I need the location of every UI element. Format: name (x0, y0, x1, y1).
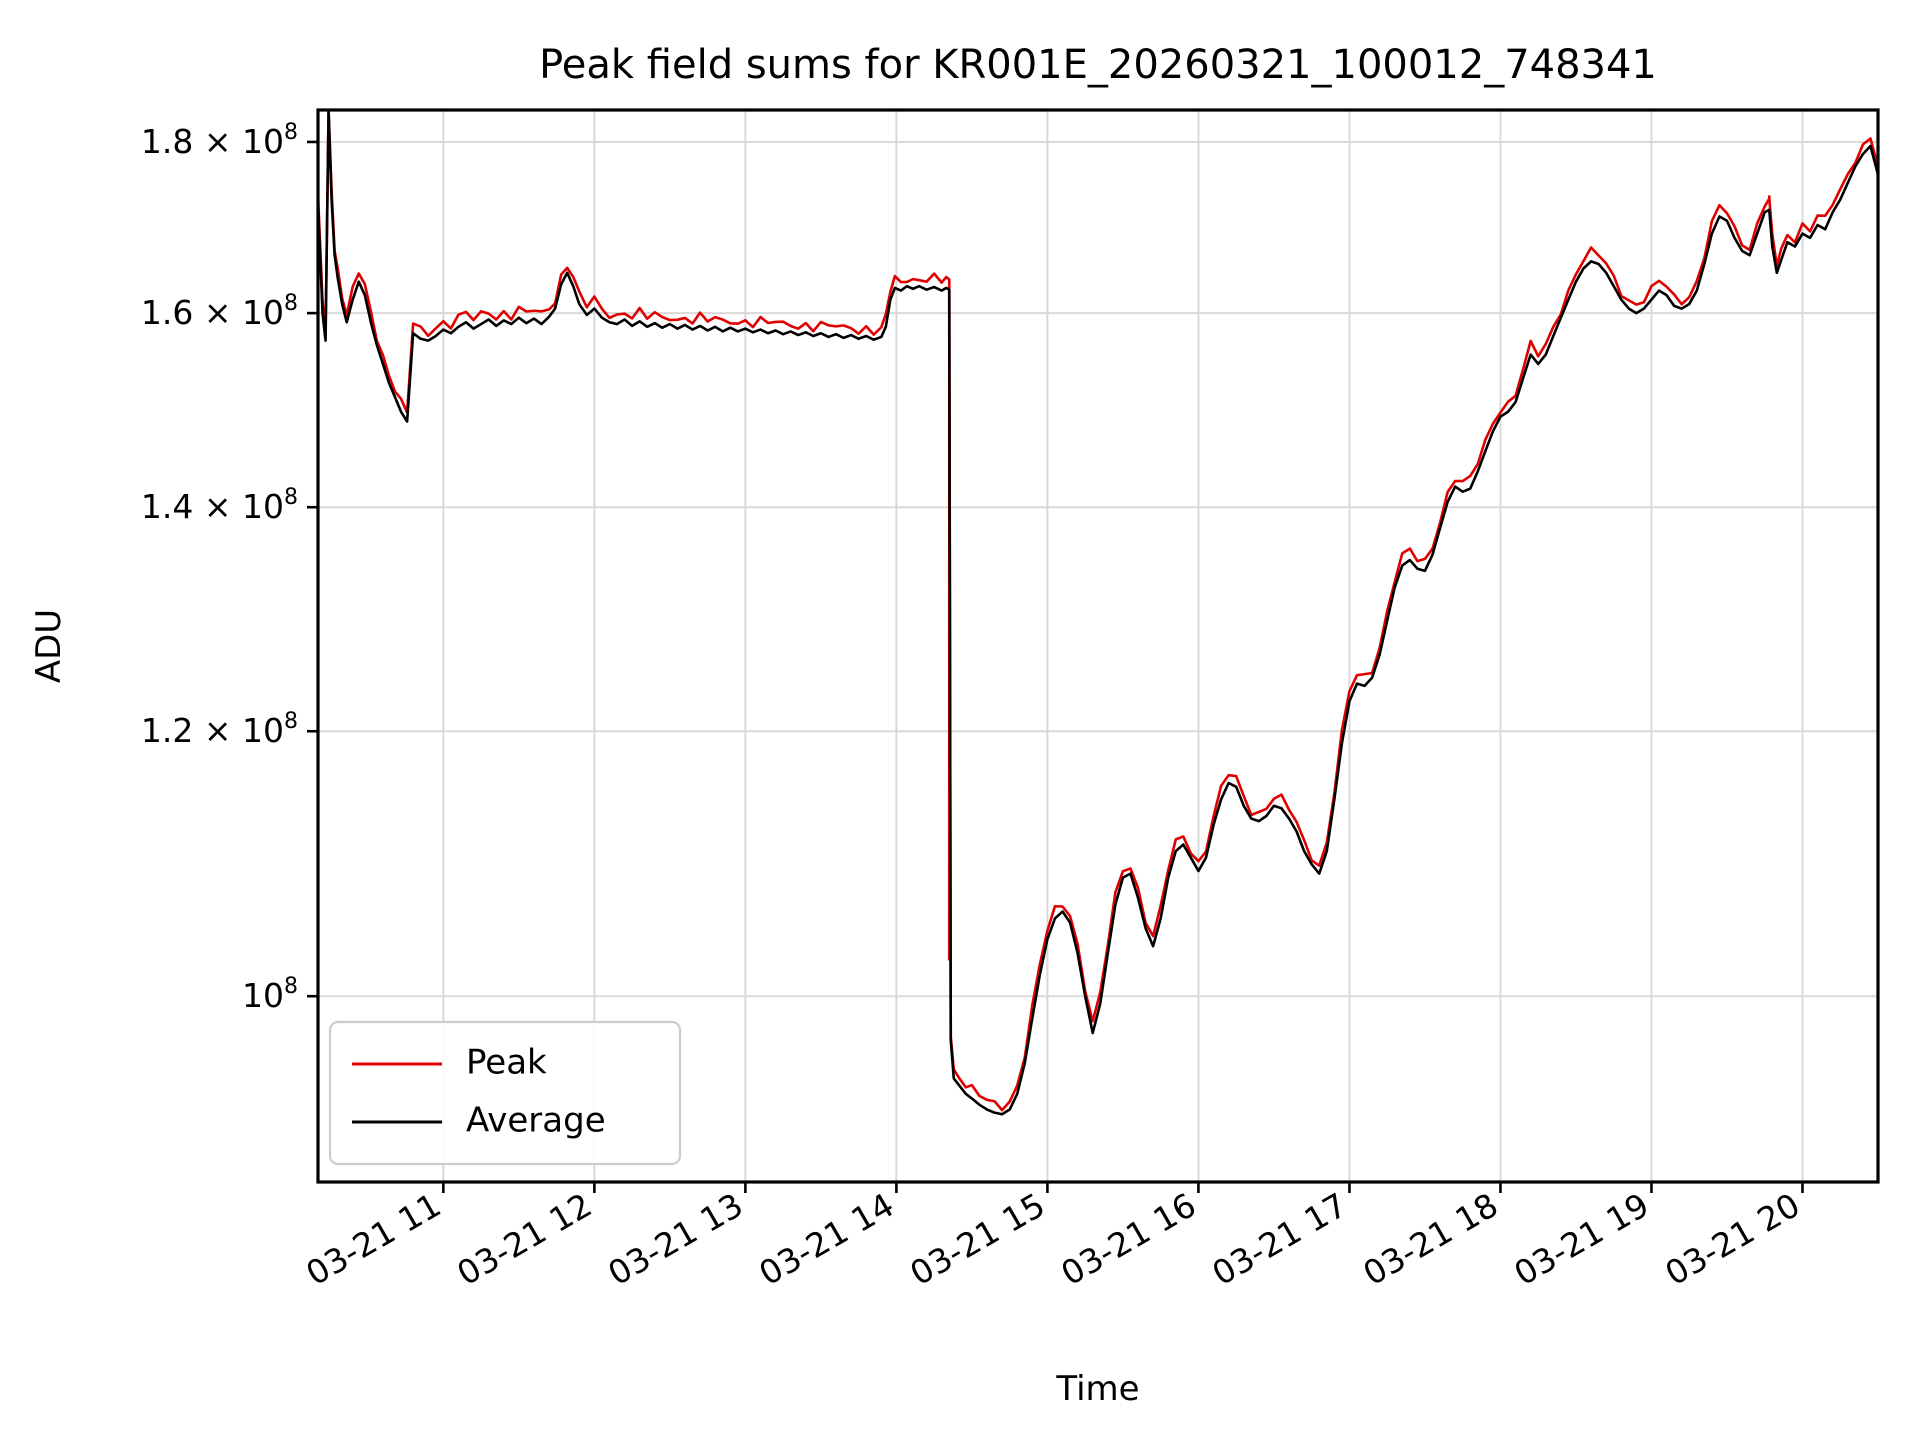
x-axis-label: Time (1055, 1369, 1139, 1409)
y-tick-label-4: 1.8 × 108 (141, 120, 298, 161)
y-axis-label: ADU (29, 609, 69, 683)
y-tick-label-3: 1.6 × 108 (141, 291, 298, 332)
y-tick-label-1: 1.2 × 108 (141, 709, 298, 750)
series-line-average (318, 110, 1878, 1116)
plot-frame (316, 108, 1880, 1184)
chart-legend[interactable]: Peak Average (328, 1020, 682, 1166)
legend-label-average: Average (466, 1101, 606, 1141)
series-line-peak (318, 110, 1878, 1112)
y-axis-ticks: 108 1.2 × 108 1.4 × 108 1.6 × 108 1.8 × 108 (141, 120, 318, 1015)
y-tick-label-0: 108 (242, 974, 298, 1015)
chart-title: Peak field sums for KR001E_20260321_1000… (539, 42, 1657, 88)
legend-label-peak: Peak (466, 1043, 547, 1083)
legend-box (328, 1020, 682, 1166)
axes-spines (316, 108, 1880, 1184)
data-series-layer (318, 110, 1878, 1116)
y-tick-label-2: 1.4 × 108 (141, 485, 298, 526)
plot-area (318, 110, 1878, 1116)
